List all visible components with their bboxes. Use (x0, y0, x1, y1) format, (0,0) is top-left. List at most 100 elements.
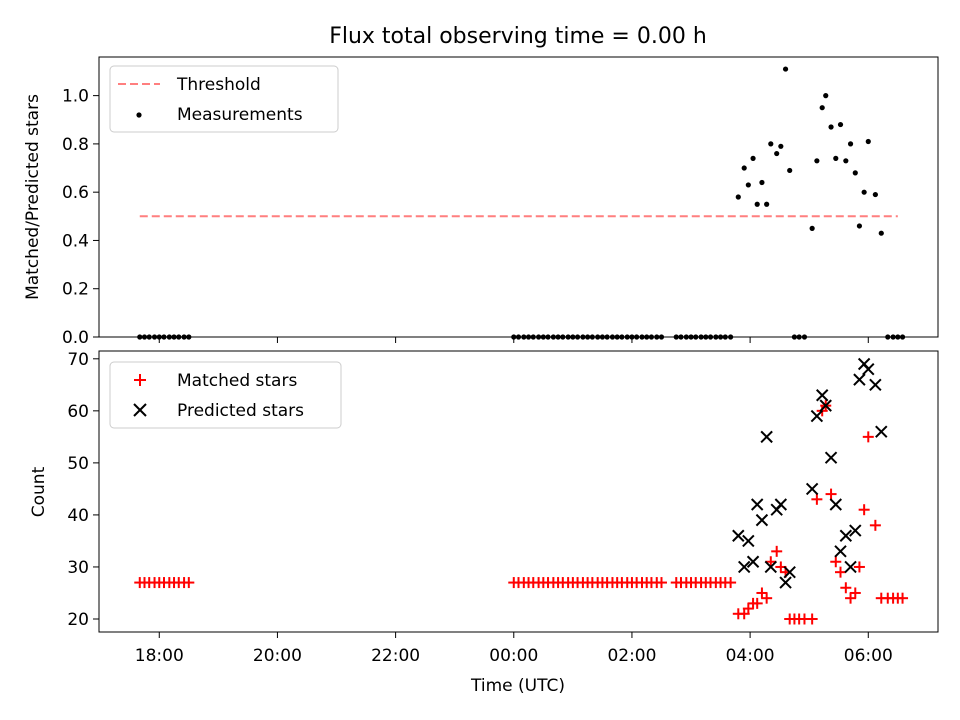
measurement-point (574, 334, 581, 340)
matched-star-point (853, 561, 865, 573)
measurement-point (151, 334, 158, 340)
measurement-point (515, 334, 522, 340)
measurement-point (847, 141, 854, 147)
measurement-point (722, 334, 728, 340)
x-axis-label: Time (UTC) (470, 676, 565, 696)
measurement-point (852, 170, 858, 176)
measurement-point (698, 334, 704, 340)
count-y-tick-label: 70 (67, 350, 89, 370)
matched-star-point (183, 577, 195, 589)
measurement-point (823, 93, 829, 99)
measurement-point (837, 121, 844, 128)
x-tick-label: 04:00 (726, 646, 775, 666)
matched-star-point (742, 603, 754, 615)
matched-star-point (756, 587, 768, 599)
x-tick-label: 02:00 (607, 646, 656, 666)
measurement-point (833, 155, 839, 161)
measurement-point (683, 334, 689, 340)
measurement-point (614, 334, 620, 340)
measurement-point (181, 334, 187, 340)
measurement-point (166, 334, 172, 340)
measurement-point (560, 334, 566, 340)
measurement-point (521, 334, 527, 340)
matched-star-point (830, 556, 842, 568)
measurement-point (186, 334, 192, 340)
matched-star-point (869, 519, 881, 531)
matched-star-point (897, 592, 909, 604)
predicted-legend-label: Predicted stars (177, 401, 304, 421)
measurement-point (530, 334, 536, 340)
measurement-point (688, 334, 694, 340)
measurements-legend-label: Measurements (177, 105, 303, 125)
measurement-point (137, 334, 143, 340)
predicted-star-point (779, 576, 792, 589)
x-tick-label: 22:00 (371, 646, 420, 666)
measurement-point (141, 334, 148, 340)
x-tick-label: 06:00 (844, 646, 893, 666)
ratio-legend: Threshold Measurements (109, 65, 339, 133)
matched-star-point (771, 545, 783, 557)
matched-star-point (751, 597, 763, 609)
measurement-point (550, 334, 556, 340)
predicted-star-point (760, 430, 773, 444)
count-legend-box (109, 361, 342, 429)
chart-title: Flux total observing time = 0.00 h (329, 24, 707, 49)
predicted-star-point (839, 529, 853, 542)
measurement-point (717, 334, 724, 340)
count-plot-frame (98, 350, 939, 633)
measurement-point (545, 334, 551, 340)
matched-star-point (845, 592, 857, 604)
measurement-point (791, 334, 798, 340)
measurement-point (872, 191, 878, 198)
count-y-axis-label: Count (29, 466, 49, 517)
measurement-point (741, 165, 747, 171)
matched-star-point (849, 587, 861, 599)
measurement-point (865, 138, 871, 145)
measurement-point (658, 334, 665, 340)
predicted-star-point (810, 409, 824, 423)
measurement-point (764, 201, 770, 207)
ratio-y-axis-label: Matched/Predicted stars (23, 94, 43, 300)
ratio-y-tick-label: 0.6 (62, 183, 89, 203)
measurement-point (525, 334, 532, 340)
measurement-point (828, 124, 834, 130)
predicted-star-point (737, 560, 751, 574)
measurement-point (570, 334, 576, 340)
ratio-y-tick-label: 0.2 (62, 280, 89, 300)
threshold-legend-label: Threshold (176, 75, 261, 95)
matched-legend-marker (134, 374, 146, 386)
measurement-point (787, 167, 793, 174)
measurement-point (585, 334, 591, 340)
measurement-point (678, 334, 684, 340)
measurement-point (693, 334, 699, 340)
measurement-point (885, 334, 891, 340)
ratio-panel: 0.0 0.2 0.4 0.6 0.8 1.0 Matched/Predicted sta… (23, 56, 939, 348)
predicted-star-point (819, 399, 832, 412)
predicted-star-point (755, 513, 769, 527)
x-tick-label: 18:00 (135, 646, 184, 666)
measurement-point (768, 141, 774, 147)
matched-star-point (655, 577, 667, 589)
x-tick-label: 00:00 (489, 646, 538, 666)
predicted-star-point (732, 529, 745, 542)
measurement-point (861, 189, 867, 195)
measurement-point (161, 334, 167, 340)
matched-star-point (761, 592, 773, 604)
measurement-point (589, 334, 595, 340)
measurement-point (707, 334, 714, 340)
predicted-star-point (875, 425, 888, 438)
predicted-star-point (824, 451, 838, 464)
measurement-point (890, 334, 896, 340)
matched-star-point (835, 566, 847, 578)
measurement-point (856, 223, 863, 229)
predicted-star-point (829, 498, 842, 511)
matched-star-point (806, 613, 818, 625)
x-tick-label: 20:00 (253, 646, 302, 666)
measurement-point (648, 334, 655, 340)
matched-star-point (862, 431, 874, 443)
measurement-point (899, 334, 906, 340)
measurement-point (728, 334, 734, 340)
measurement-point (634, 334, 640, 340)
measurement-point (713, 334, 719, 340)
measurement-point (796, 334, 802, 340)
